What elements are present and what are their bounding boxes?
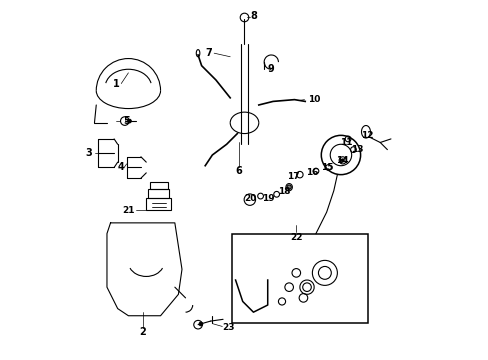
Circle shape [341,159,344,162]
Text: 13: 13 [350,145,363,154]
Text: 1: 1 [112,78,119,89]
Text: 21: 21 [122,206,134,215]
Circle shape [286,185,291,189]
Bar [231,234,367,323]
Circle shape [199,322,203,326]
Bar [146,198,171,210]
Text: 16: 16 [305,168,318,177]
Text: 5: 5 [123,116,130,126]
Text: 2: 2 [139,327,146,337]
Text: 11: 11 [339,138,352,147]
Text: 15: 15 [321,163,333,172]
Text: 18: 18 [278,187,290,196]
Text: 4: 4 [118,162,124,172]
Text: 14: 14 [335,156,347,165]
Text: 12: 12 [361,131,373,140]
Text: 8: 8 [249,11,256,21]
Circle shape [127,119,131,123]
Text: 7: 7 [205,48,212,58]
Text: 22: 22 [289,233,302,242]
Text: 19: 19 [262,194,275,203]
Text: 6: 6 [235,166,242,176]
Text: 17: 17 [287,172,300,181]
Bar [148,189,169,198]
Bar [149,182,167,189]
Text: 23: 23 [222,323,234,332]
Text: 3: 3 [85,148,92,158]
Text: 20: 20 [244,194,257,203]
Text: 9: 9 [267,64,274,74]
Text: 10: 10 [307,95,320,104]
